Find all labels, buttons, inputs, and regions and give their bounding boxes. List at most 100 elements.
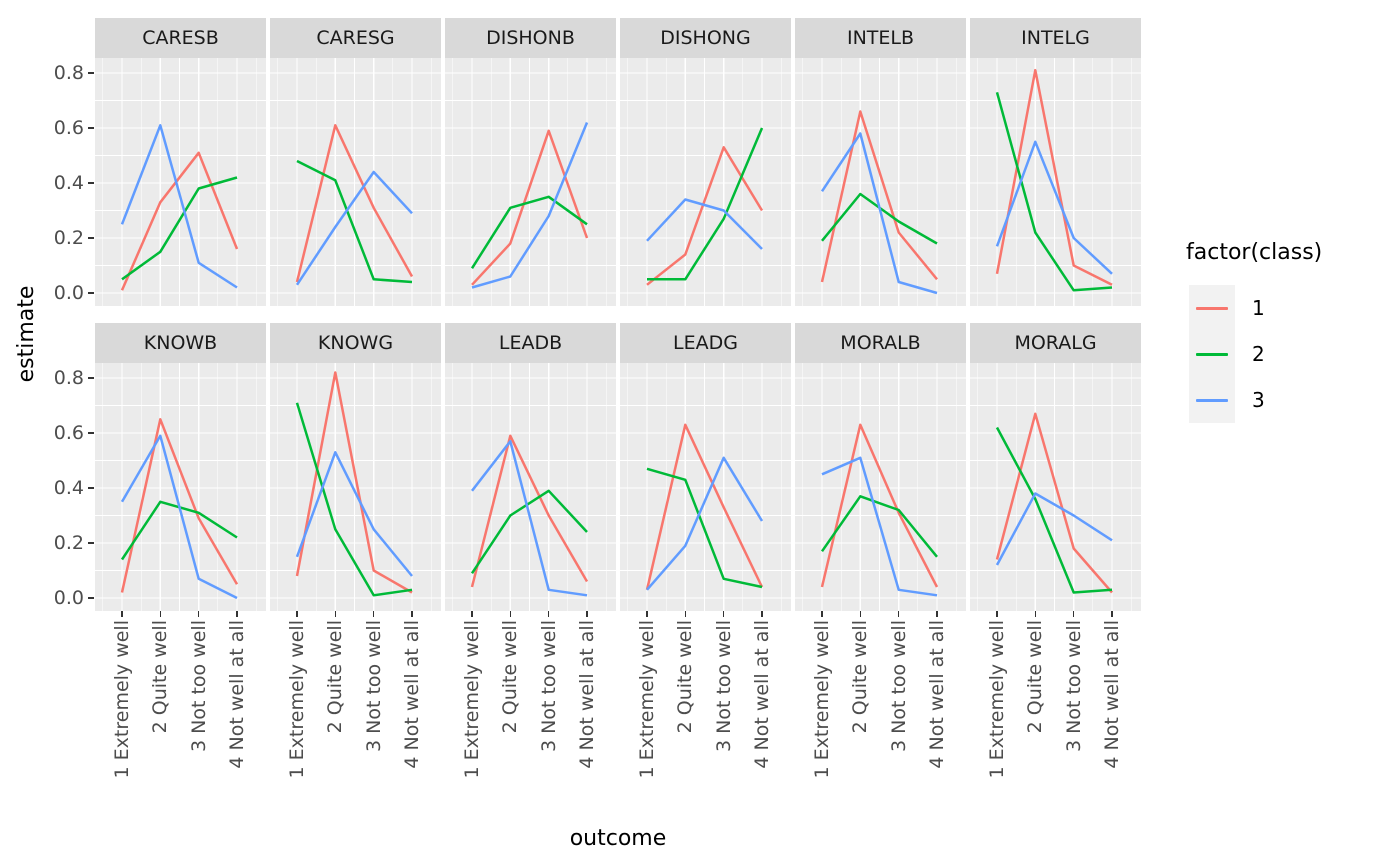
x-tick	[411, 611, 413, 617]
series-line-class-1	[820, 423, 939, 588]
panel-plot-area-intelg	[970, 58, 1141, 306]
x-tick	[372, 611, 375, 617]
x-tick-label: 3 Not too well	[887, 620, 910, 752]
facet-strip-leadb: LEADB	[445, 323, 616, 363]
panel-plot-area-moralb	[795, 363, 966, 611]
facet-strip-caresb: CARESB	[95, 18, 266, 58]
facet-panel-intelb	[795, 58, 966, 306]
x-tick	[761, 611, 763, 617]
legend-item: 3	[1189, 377, 1265, 423]
series-line-class-3	[295, 170, 413, 286]
x-tick-label: 2 Quite well	[324, 620, 347, 734]
x-tick-label: 1 Extremely well	[811, 620, 833, 779]
series-line-class-1	[295, 371, 413, 594]
y-tick-label: 0.8	[53, 62, 84, 84]
y-tick-label: 0.6	[53, 117, 84, 139]
legend-item-label: 2	[1252, 342, 1265, 366]
panel-plot-area-caresb	[95, 58, 266, 306]
series-line-class-1	[995, 412, 1113, 594]
x-tick-label: 3 Not too well	[362, 620, 385, 752]
legend-key-line-class-2	[1196, 352, 1228, 356]
panel-plot-area-intelb	[795, 58, 966, 306]
x-tick	[471, 611, 473, 617]
x-tick	[334, 611, 337, 617]
facet-panel-leadg	[620, 363, 791, 611]
panel-plot-area-caresg	[270, 58, 441, 306]
series-line-class-3	[471, 440, 588, 597]
series-line-class-3	[295, 451, 413, 577]
series-line-class-2	[995, 426, 1113, 594]
x-tick	[646, 611, 648, 617]
x-tick-label: 3 Not too well	[187, 620, 210, 752]
x-tick-label: 1 Extremely well	[111, 620, 133, 779]
x-tick	[197, 611, 200, 617]
panel-plot-area-knowg	[270, 363, 441, 611]
x-tick-label: 2 Quite well	[849, 620, 872, 734]
x-tick-label: 4 Not well at all	[401, 620, 423, 769]
legend-key-line-class-3	[1196, 398, 1228, 402]
series-line-class-2	[820, 495, 938, 558]
legend-item-label: 1	[1252, 296, 1265, 320]
series-line-class-3	[646, 456, 764, 591]
x-tick	[859, 611, 862, 617]
series-line-class-3	[995, 140, 1113, 275]
series-line-class-1	[995, 68, 1113, 286]
legend-title: factor(class)	[1186, 240, 1323, 265]
series-line-class-2	[296, 159, 413, 284]
facet-strip-dishonb: DISHONB	[445, 18, 616, 58]
x-tick	[509, 611, 512, 617]
series-line-class-2	[647, 127, 764, 281]
series-line-class-3	[120, 124, 238, 289]
series-line-class-2	[121, 176, 238, 281]
x-tick-label: 1 Extremely well	[286, 620, 308, 779]
series-line-class-3	[471, 122, 589, 289]
panel-plot-area-leadb	[445, 363, 616, 611]
series-line-class-1	[470, 434, 589, 588]
series-line-class-1	[295, 124, 414, 283]
x-tick	[684, 611, 687, 617]
x-tick	[159, 611, 162, 617]
series-line-class-3	[995, 492, 1113, 566]
facet-strip-knowb: KNOWB	[95, 323, 266, 363]
y-axis-title: estimate	[14, 285, 39, 383]
x-tick	[936, 611, 938, 617]
legend-item-label: 3	[1252, 388, 1265, 412]
facet-strip-moralg: MORALG	[970, 323, 1141, 363]
series-line-class-3	[821, 456, 938, 597]
x-tick-label: 4 Not well at all	[226, 620, 248, 769]
series-line-class-2	[646, 467, 763, 589]
facet-panel-dishonb	[445, 58, 616, 306]
x-tick-label: 1 Extremely well	[986, 620, 1008, 779]
x-tick-label: 4 Not well at all	[576, 620, 598, 769]
y-tick	[88, 432, 94, 434]
x-tick-label: 3 Not too well	[712, 620, 735, 752]
x-tick-label: 4 Not well at all	[1101, 620, 1123, 769]
series-line-class-3	[646, 198, 763, 250]
x-axis-title: outcome	[569, 826, 667, 851]
x-tick	[1034, 611, 1037, 617]
series-line-class-1	[120, 418, 239, 593]
y-tick	[88, 597, 94, 599]
y-tick-label: 0.0	[53, 587, 84, 609]
y-tick	[88, 292, 94, 294]
y-tick-label: 0.6	[53, 422, 84, 444]
facet-strip-leadg: LEADG	[620, 323, 791, 363]
panel-plot-area-dishong	[620, 58, 791, 306]
facet-strip-intelb: INTELB	[795, 18, 966, 58]
series-line-class-2	[995, 91, 1113, 292]
series-line-class-1	[120, 151, 239, 291]
series-line-class-3	[820, 132, 938, 295]
y-tick-label: 0.2	[53, 227, 84, 249]
facet-strip-knowg: KNOWG	[270, 323, 441, 363]
y-tick-label: 0.0	[53, 282, 84, 304]
x-tick	[1072, 611, 1075, 617]
x-tick	[296, 611, 298, 617]
x-tick-label: 3 Not too well	[1062, 620, 1085, 752]
y-tick	[88, 377, 94, 379]
facet-panel-intelg	[970, 58, 1141, 306]
series-line-class-2	[470, 195, 588, 269]
panel-plot-area-knowb	[95, 363, 266, 611]
facet-panel-moralg	[970, 363, 1141, 611]
x-tick	[121, 611, 123, 617]
series-line-class-3	[120, 434, 238, 600]
